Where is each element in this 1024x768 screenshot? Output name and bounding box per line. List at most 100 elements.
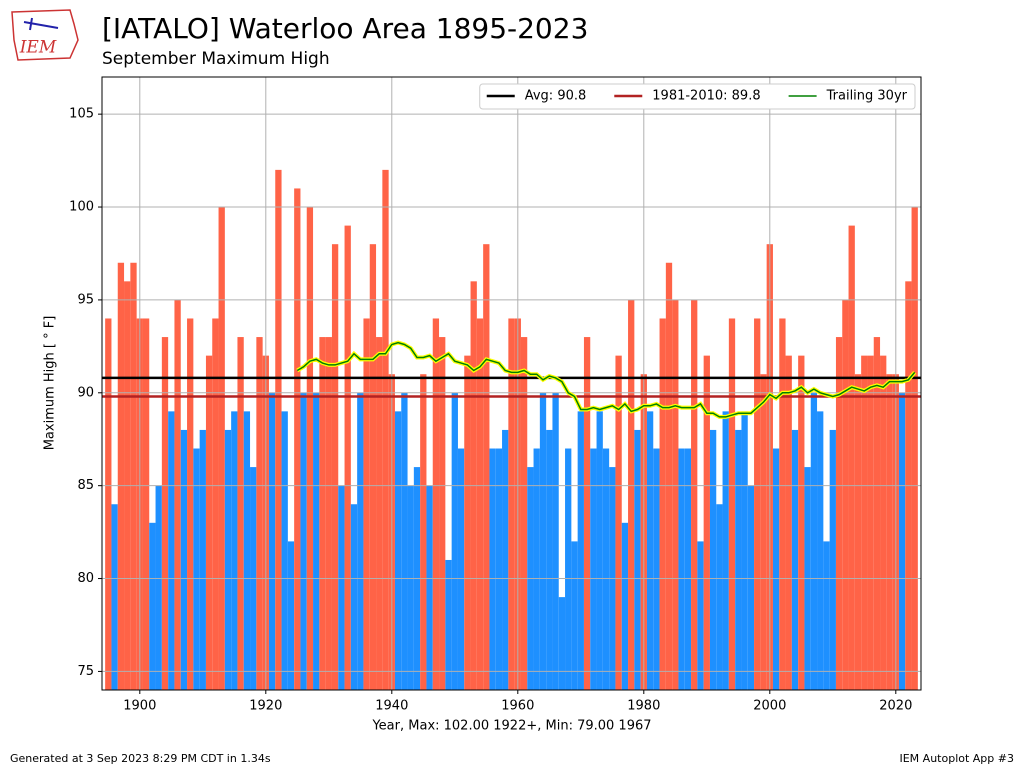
bar (785, 355, 792, 690)
bar (306, 207, 314, 690)
y-tick-label: 85 (77, 478, 94, 493)
bar (678, 448, 685, 690)
plot-area (102, 77, 921, 690)
bar (754, 318, 761, 690)
bar (539, 392, 547, 690)
logo-glyph (23, 17, 59, 31)
bar (445, 559, 452, 690)
y-tick-label: 95 (77, 292, 94, 307)
bar (760, 374, 767, 690)
bar (791, 429, 799, 690)
bar (294, 188, 301, 690)
bar (174, 299, 181, 690)
bar (338, 485, 345, 690)
bar (111, 504, 118, 690)
x-tick-label: 1940 (375, 699, 408, 714)
bar (911, 207, 918, 690)
legend-label: 1981-2010: 89.8 (652, 89, 760, 104)
logo-text: IEM (19, 38, 57, 58)
bar (363, 318, 370, 690)
bar (300, 392, 307, 690)
bar (168, 411, 175, 690)
bar (350, 504, 358, 690)
bar (798, 355, 805, 690)
bar (772, 448, 780, 690)
bar (684, 448, 692, 690)
y-axis-label: Maximum High [ ° F] (43, 316, 58, 451)
plot-frame (101, 76, 922, 691)
bar (508, 318, 515, 690)
x-tick-label: 1960 (501, 699, 534, 714)
bar (621, 522, 629, 690)
legend-label: Avg: 90.8 (525, 89, 587, 104)
y-tick-label: 80 (77, 571, 94, 586)
bar (873, 337, 881, 690)
bar (407, 485, 414, 690)
bar (691, 299, 698, 690)
bar (602, 448, 610, 690)
bar (224, 429, 232, 690)
bar (880, 355, 887, 690)
bar (193, 448, 200, 690)
bar (105, 318, 112, 690)
bar (659, 318, 666, 690)
bar (212, 318, 219, 690)
bar (665, 262, 673, 690)
bar (476, 318, 484, 690)
bar (495, 448, 503, 690)
chart-subtitle: September Maximum High (102, 49, 330, 69)
logo: IEM (11, 9, 79, 61)
bar (697, 541, 704, 690)
bar (565, 448, 572, 690)
bar (319, 337, 326, 690)
bar (439, 337, 446, 690)
bar (231, 411, 238, 690)
bar (199, 429, 206, 690)
bar (709, 429, 717, 690)
chart-title: [IATALO] Waterloo Area 1895-2023 (102, 12, 588, 45)
bar (420, 374, 427, 690)
bar (583, 337, 591, 690)
bar (861, 355, 868, 690)
bar (457, 448, 465, 690)
x-tick-label: 2020 (879, 699, 912, 714)
bar (155, 485, 162, 690)
bar (848, 225, 855, 690)
bar (432, 318, 440, 690)
bar (829, 429, 836, 690)
bar (716, 504, 723, 690)
bar (149, 522, 156, 690)
bar (130, 262, 137, 690)
bar (268, 392, 276, 690)
bar (464, 355, 471, 690)
bar (634, 429, 641, 690)
bar (596, 411, 603, 690)
x-tick-label: 2000 (753, 699, 786, 714)
bar (615, 355, 622, 690)
bar (722, 411, 729, 690)
bar (703, 355, 710, 690)
bar (502, 429, 509, 690)
bar (898, 392, 906, 690)
bar (817, 411, 824, 690)
series-line (296, 341, 916, 418)
bar (835, 337, 843, 690)
legend: Avg: 90.8 1981-2010: 89.8 Trailing 30yr (479, 83, 916, 110)
bar (520, 337, 528, 690)
y-tick-label: 105 (69, 107, 94, 122)
bar (243, 411, 251, 690)
bar (842, 299, 849, 690)
bar (558, 597, 566, 690)
bar (187, 318, 194, 690)
bar (313, 392, 320, 690)
x-tick-label: 1980 (627, 699, 660, 714)
bar (779, 318, 786, 690)
x-tick-label: 1900 (123, 699, 156, 714)
bar (357, 392, 364, 690)
bar (590, 448, 597, 690)
bar (142, 318, 150, 690)
footer-right: IEM Autoplot App #3 (899, 752, 1014, 765)
bar (628, 299, 635, 690)
x-axis-label: Year, Max: 102.00 1922+, Min: 79.00 1967 (371, 719, 651, 734)
legend-label: Trailing 30yr (826, 89, 908, 104)
